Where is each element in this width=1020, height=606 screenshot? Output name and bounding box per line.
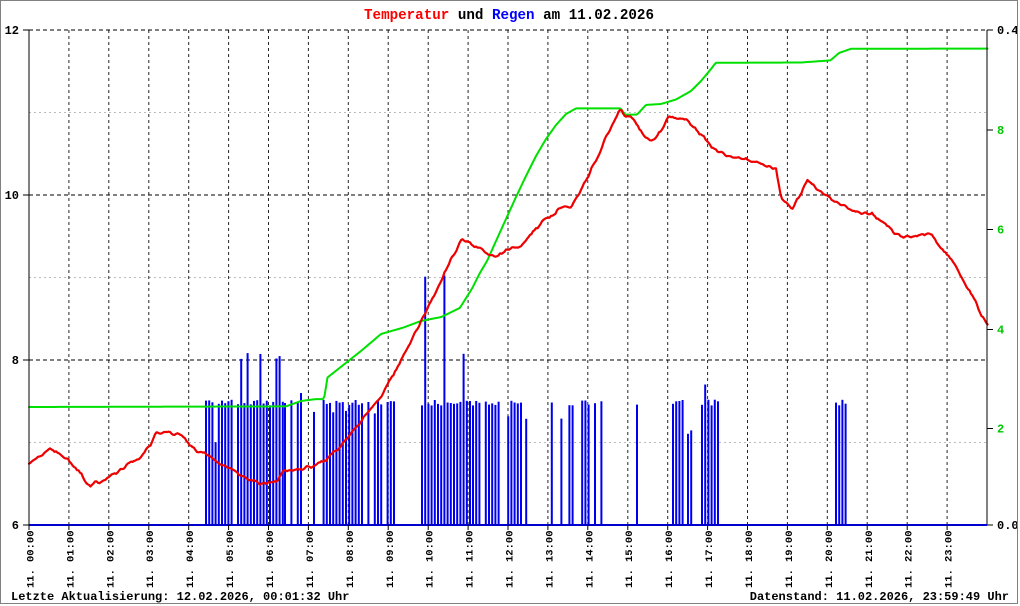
svg-text:11.: 11. bbox=[704, 569, 716, 588]
svg-text:4: 4 bbox=[997, 324, 1004, 338]
svg-text:11.: 11. bbox=[185, 569, 197, 588]
svg-text:11.: 11. bbox=[624, 569, 636, 588]
svg-text:11.: 11. bbox=[664, 569, 676, 588]
svg-text:16:00: 16:00 bbox=[664, 530, 676, 562]
svg-text:11.: 11. bbox=[105, 569, 117, 588]
svg-text:11.: 11. bbox=[385, 569, 397, 588]
svg-text:11.: 11. bbox=[145, 569, 157, 588]
svg-text:11.: 11. bbox=[904, 569, 916, 588]
svg-text:11.: 11. bbox=[944, 569, 956, 588]
svg-text:11.: 11. bbox=[65, 569, 77, 588]
svg-text:07:00: 07:00 bbox=[305, 530, 317, 562]
svg-text:15:00: 15:00 bbox=[624, 530, 636, 562]
svg-text:11.: 11. bbox=[744, 569, 756, 588]
svg-text:11:00: 11:00 bbox=[465, 530, 477, 562]
svg-text:8: 8 bbox=[997, 124, 1004, 138]
svg-text:6: 6 bbox=[997, 224, 1004, 238]
svg-text:01:00: 01:00 bbox=[65, 530, 77, 562]
svg-text:11.: 11. bbox=[265, 569, 277, 588]
svg-text:18:00: 18:00 bbox=[744, 530, 756, 562]
svg-text:11.: 11. bbox=[544, 569, 556, 588]
svg-text:09:00: 09:00 bbox=[385, 530, 397, 562]
svg-text:Letzte Aktualisierung: 12.02.2: Letzte Aktualisierung: 12.02.2026, 00:01… bbox=[11, 590, 349, 604]
svg-text:6: 6 bbox=[12, 519, 19, 533]
svg-text:04:00: 04:00 bbox=[185, 530, 197, 562]
svg-text:22:00: 22:00 bbox=[904, 530, 916, 562]
svg-text:11.: 11. bbox=[864, 569, 876, 588]
svg-text:11.: 11. bbox=[584, 569, 596, 588]
svg-text:11.: 11. bbox=[505, 569, 517, 588]
svg-text:14:00: 14:00 bbox=[584, 530, 596, 562]
svg-text:10:00: 10:00 bbox=[425, 530, 437, 562]
svg-text:2: 2 bbox=[997, 423, 1004, 437]
svg-text:11.: 11. bbox=[784, 569, 796, 588]
svg-text:05:00: 05:00 bbox=[225, 530, 237, 562]
svg-text:06:00: 06:00 bbox=[265, 530, 277, 562]
svg-text:00:00: 00:00 bbox=[26, 530, 38, 562]
svg-text:0.4: 0.4 bbox=[997, 24, 1018, 38]
svg-text:0.0: 0.0 bbox=[997, 519, 1018, 533]
svg-text:12:00: 12:00 bbox=[505, 530, 517, 562]
svg-text:08:00: 08:00 bbox=[345, 530, 357, 562]
svg-text:11.: 11. bbox=[824, 569, 836, 588]
svg-text:20:00: 20:00 bbox=[824, 530, 836, 562]
svg-text:02:00: 02:00 bbox=[105, 530, 117, 562]
svg-text:8: 8 bbox=[12, 354, 19, 368]
svg-text:11.: 11. bbox=[465, 569, 477, 588]
svg-text:11.: 11. bbox=[425, 569, 437, 588]
svg-text:13:00: 13:00 bbox=[544, 530, 556, 562]
svg-text:11.: 11. bbox=[305, 569, 317, 588]
svg-text:19:00: 19:00 bbox=[784, 530, 796, 562]
svg-text:11.: 11. bbox=[26, 569, 38, 588]
svg-text:21:00: 21:00 bbox=[864, 530, 876, 562]
svg-text:Datenstand: 11.02.2026, 23:59:: Datenstand: 11.02.2026, 23:59:49 Uhr bbox=[750, 590, 1009, 604]
svg-text:12: 12 bbox=[5, 24, 19, 38]
svg-text:17:00: 17:00 bbox=[704, 530, 716, 562]
svg-text:11.: 11. bbox=[345, 569, 357, 588]
svg-text:03:00: 03:00 bbox=[145, 530, 157, 562]
svg-text:23:00: 23:00 bbox=[944, 530, 956, 562]
svg-text:11.: 11. bbox=[225, 569, 237, 588]
svg-text:10: 10 bbox=[5, 189, 19, 203]
